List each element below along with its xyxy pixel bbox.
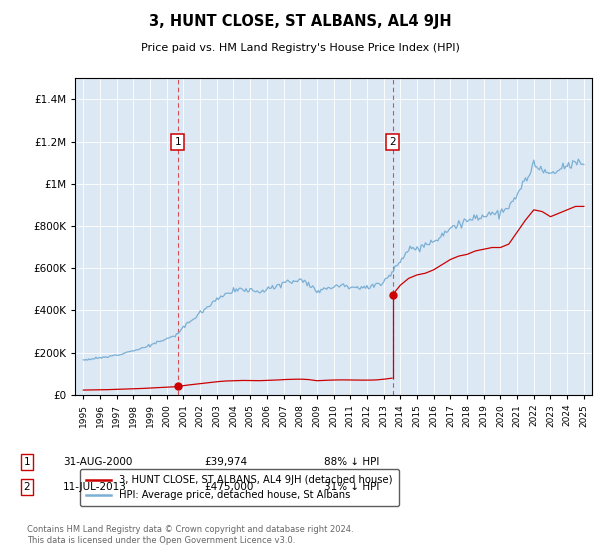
Text: 2: 2 [389,137,396,147]
Text: 3, HUNT CLOSE, ST ALBANS, AL4 9JH: 3, HUNT CLOSE, ST ALBANS, AL4 9JH [149,14,451,29]
Text: £475,000: £475,000 [204,482,253,492]
Text: 31-AUG-2000: 31-AUG-2000 [63,457,133,467]
Text: 11-JUL-2013: 11-JUL-2013 [63,482,127,492]
Text: £39,974: £39,974 [204,457,247,467]
Text: 1: 1 [23,457,31,467]
Text: Contains HM Land Registry data © Crown copyright and database right 2024.
This d: Contains HM Land Registry data © Crown c… [27,525,353,545]
Legend: 3, HUNT CLOSE, ST ALBANS, AL4 9JH (detached house), HPI: Average price, detached: 3, HUNT CLOSE, ST ALBANS, AL4 9JH (detac… [80,469,398,506]
Text: 31% ↓ HPI: 31% ↓ HPI [324,482,379,492]
Text: 2: 2 [23,482,31,492]
Text: 88% ↓ HPI: 88% ↓ HPI [324,457,379,467]
Text: Price paid vs. HM Land Registry's House Price Index (HPI): Price paid vs. HM Land Registry's House … [140,43,460,53]
Text: 1: 1 [175,137,181,147]
